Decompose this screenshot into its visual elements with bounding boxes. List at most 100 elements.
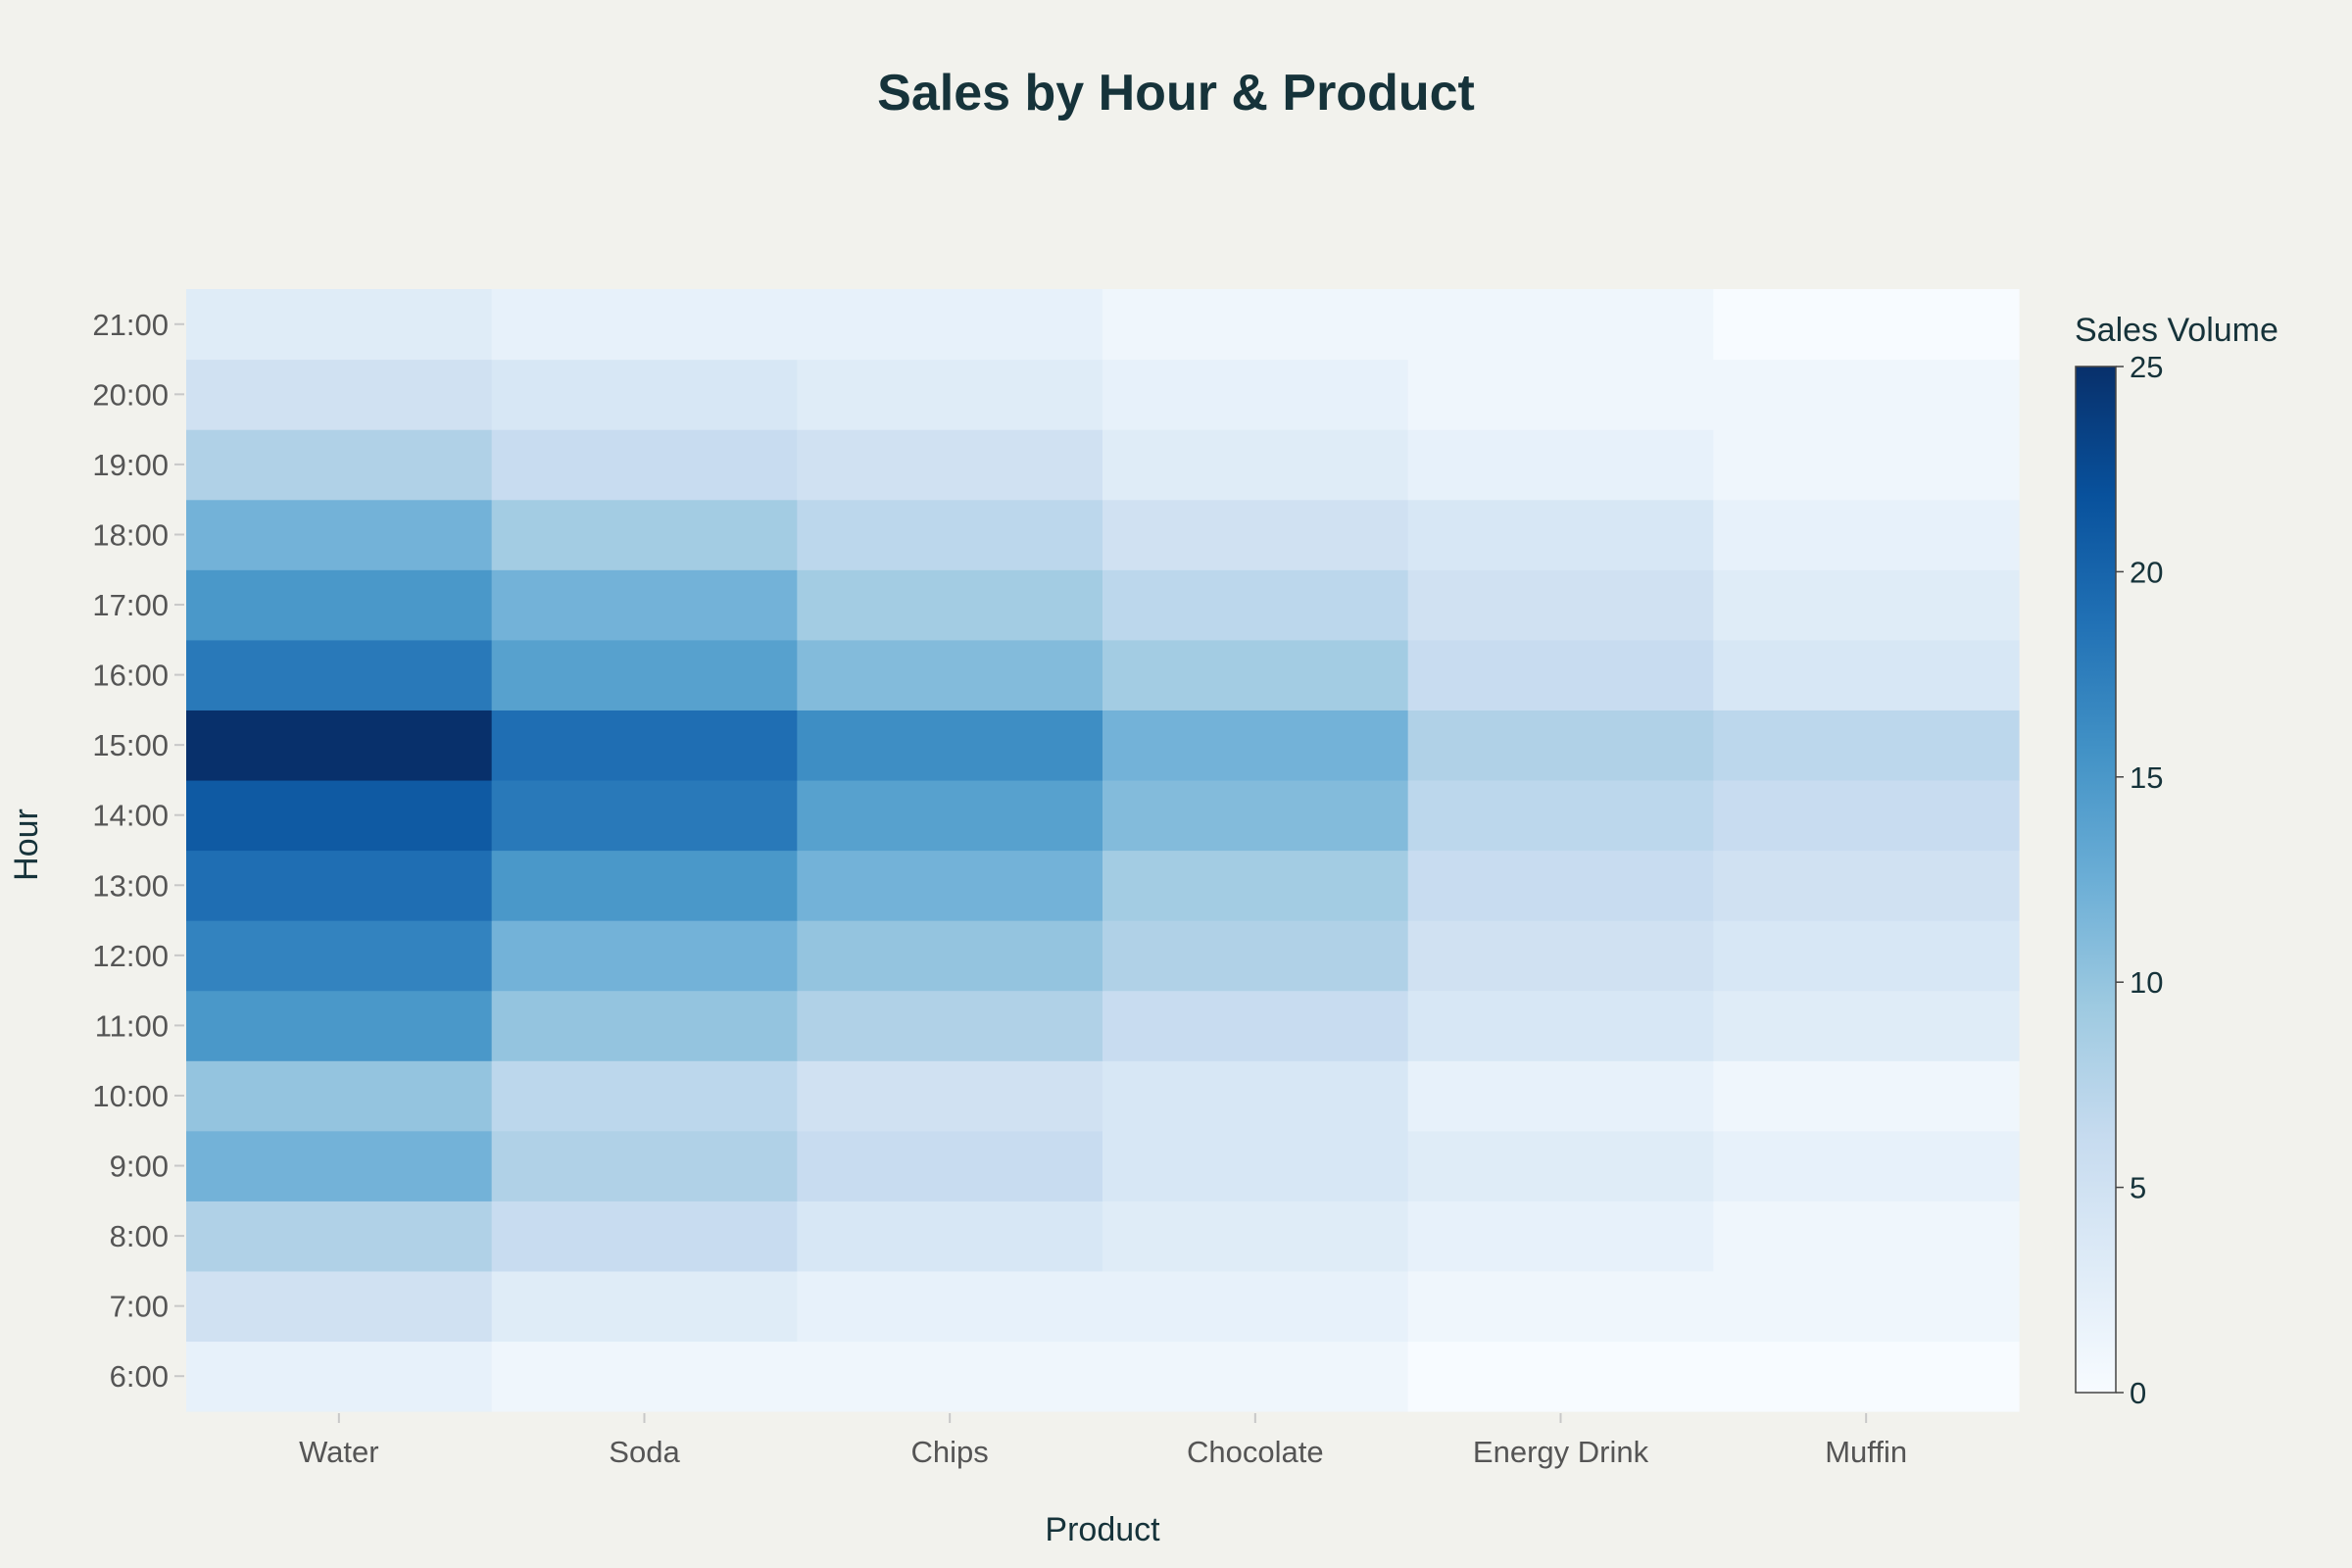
heatmap-cell	[1102, 1270, 1409, 1343]
x-tick-label: Chips	[911, 1435, 989, 1469]
y-tick-label: 9:00	[110, 1150, 169, 1184]
heatmap-cell	[1713, 1200, 2020, 1272]
heatmap-cell	[1102, 850, 1409, 921]
x-tick-label: Water	[299, 1435, 379, 1469]
heatmap-cell	[186, 569, 493, 641]
heatmap-cell	[186, 710, 493, 781]
heatmap-cell	[797, 990, 1103, 1061]
y-axis-ticks: 6:00 7:00 8:00 9:00 10:00 11:00 12:00 13:00 14:0…	[92, 308, 184, 1394]
heatmap-cells	[186, 289, 2020, 1412]
y-tick-label: 11:00	[95, 1008, 169, 1043]
heatmap-cell	[1102, 359, 1409, 430]
heatmap-cell	[1713, 779, 2020, 852]
heatmap-cell	[186, 289, 493, 361]
heatmap-cell	[1102, 1130, 1409, 1201]
heatmap-cell	[1102, 1341, 1409, 1412]
y-tick-label: 13:00	[92, 868, 169, 903]
heatmap-cell	[1407, 850, 1714, 921]
heatmap-cell	[1407, 920, 1714, 992]
colorbar-tick-label: 15	[2130, 760, 2163, 795]
heatmap-cell	[1407, 1200, 1714, 1272]
y-tick-label: 16:00	[92, 659, 169, 693]
heatmap-cell	[797, 639, 1103, 710]
x-tick-label: Soda	[609, 1435, 680, 1469]
heatmap-cell	[1713, 1130, 2020, 1201]
heatmap-cell	[797, 1060, 1103, 1132]
heatmap-cell	[1102, 990, 1409, 1061]
y-tick-label: 17:00	[92, 588, 169, 622]
heatmap-cell	[491, 1130, 798, 1201]
heatmap-cell	[1407, 990, 1714, 1061]
heatmap-cell	[797, 710, 1103, 781]
y-tick-label: 7:00	[110, 1290, 169, 1324]
x-tick-label: Chocolate	[1187, 1435, 1324, 1469]
heatmap-cell	[1713, 710, 2020, 781]
heatmap-cell	[1102, 710, 1409, 781]
y-tick-label: 14:00	[92, 799, 169, 833]
heatmap-cell	[1407, 569, 1714, 641]
heatmap-cell	[1102, 429, 1409, 501]
heatmap-cell	[186, 499, 493, 570]
heatmap-cell	[1102, 1200, 1409, 1272]
heatmap-cell	[491, 639, 798, 710]
chart-title: Sales by Hour & Product	[877, 65, 1475, 122]
heatmap-cell	[186, 990, 493, 1061]
heatmap-cell	[491, 710, 798, 781]
heatmap-cell	[797, 1341, 1103, 1412]
colorbar-ticks: 0 5 10 15 20 25	[2116, 350, 2163, 1410]
heatmap-cell	[1407, 1270, 1714, 1343]
heatmap-cell	[491, 1060, 798, 1132]
x-axis-ticks: Water Soda Chips Chocolate Energy Drink Muffi…	[299, 1413, 1907, 1469]
colorbar-gradient	[2075, 366, 2117, 1394]
heatmap-cell	[186, 779, 493, 852]
heatmap-cell	[1713, 359, 2020, 430]
heatmap-cell	[491, 289, 798, 361]
heatmap-cell	[186, 429, 493, 501]
y-axis-title: Hour	[8, 808, 45, 881]
heatmap-cell	[1407, 1130, 1714, 1201]
x-axis-title: Product	[1045, 1511, 1160, 1548]
colorbar: Sales Volume 0 5 10 15 20 25	[2075, 312, 2278, 1410]
heatmap-cell	[491, 429, 798, 501]
heatmap-cell	[1407, 429, 1714, 501]
heatmap-cell	[1713, 499, 2020, 570]
colorbar-tick-label: 25	[2130, 350, 2163, 384]
heatmap-cell	[1713, 920, 2020, 992]
heatmap-cell	[1102, 920, 1409, 992]
heatmap-cell	[186, 850, 493, 921]
heatmap-cell	[1102, 499, 1409, 570]
heatmap-cell	[797, 289, 1103, 361]
heatmap-cell	[797, 499, 1103, 570]
heatmap-cell	[797, 1270, 1103, 1343]
heatmap-cell	[1713, 990, 2020, 1061]
heatmap-cell	[186, 359, 493, 430]
heatmap-cell	[1713, 1341, 2020, 1412]
heatmap-cell	[1407, 639, 1714, 710]
heatmap-cell	[797, 429, 1103, 501]
heatmap-cell	[491, 990, 798, 1061]
heatmap-cell	[186, 920, 493, 992]
heatmap-cell	[1407, 779, 1714, 852]
heatmap-cell	[1407, 289, 1714, 361]
heatmap-cell	[1713, 639, 2020, 710]
heatmap-cell	[1407, 499, 1714, 570]
colorbar-title: Sales Volume	[2075, 312, 2278, 349]
heatmap-cell	[1713, 569, 2020, 641]
heatmap-cell	[797, 569, 1103, 641]
heatmap-cell	[186, 1130, 493, 1201]
heatmap-cell	[1102, 569, 1409, 641]
y-tick-label: 15:00	[92, 728, 169, 762]
y-tick-label: 20:00	[92, 377, 169, 412]
heatmap-cell	[1407, 710, 1714, 781]
heatmap-cell	[491, 359, 798, 430]
heatmap-cell	[1102, 779, 1409, 852]
heatmap-cell	[491, 1270, 798, 1343]
y-tick-label: 10:00	[92, 1079, 169, 1113]
colorbar-tick-label: 20	[2130, 555, 2163, 589]
y-tick-label: 21:00	[92, 308, 169, 342]
colorbar-tick-label: 10	[2130, 965, 2163, 1000]
y-tick-label: 19:00	[92, 448, 169, 482]
colorbar-tick-label: 0	[2130, 1376, 2146, 1410]
heatmap-cell	[186, 1341, 493, 1412]
